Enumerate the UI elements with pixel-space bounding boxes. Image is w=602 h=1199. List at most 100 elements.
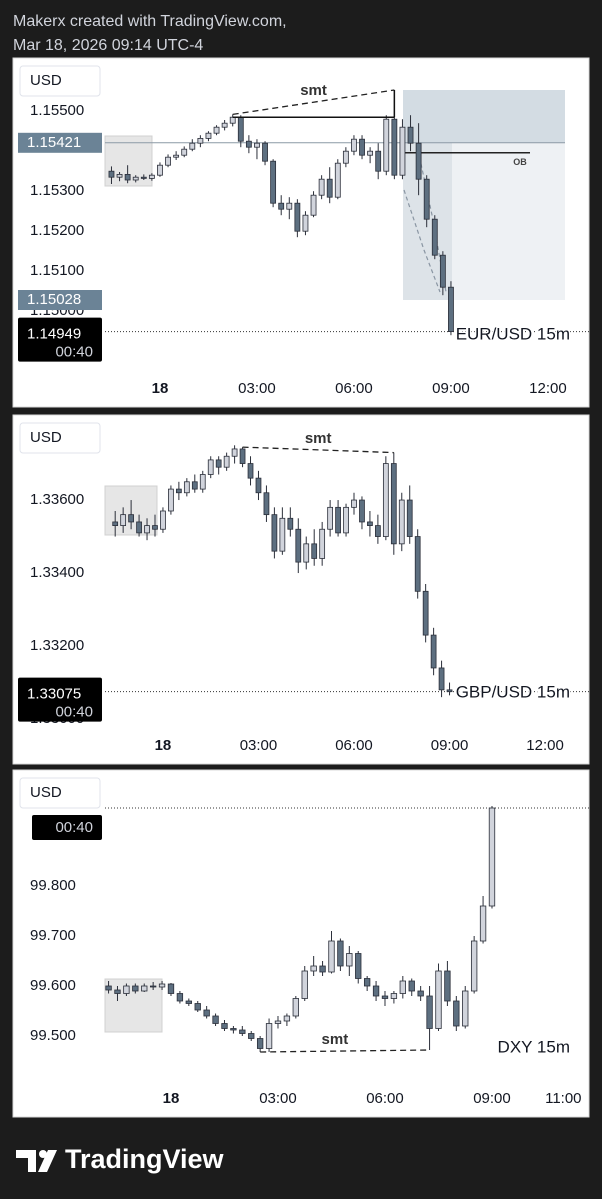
candle-body [407,126,414,144]
price-tag [18,132,102,153]
candle-body [342,150,349,164]
candle-body [263,492,270,516]
x-tick-label: 06:00 [366,1090,404,1107]
candle-body [158,983,166,988]
candle-body [120,514,127,526]
logo-mark [16,1150,36,1172]
candle-body [194,1003,201,1011]
candle-body [363,978,371,987]
candle-body [181,148,188,156]
candle-body [213,126,220,134]
candle-body [207,459,214,475]
last-price-box [32,815,102,840]
candle-body [271,514,278,552]
candle-body [327,506,333,530]
x-tick-label: 18 [155,737,172,754]
candle-body [295,528,302,563]
candle-body [231,448,238,457]
logo-mark [39,1150,47,1158]
smt-label: smt [322,1031,349,1048]
candle-body [435,970,442,1029]
candle-body [247,463,254,479]
candle-body [212,1015,219,1024]
candle-body [270,160,277,204]
logo [16,1150,57,1172]
smt-line [242,446,394,454]
candle-body [160,510,166,530]
x-tick-label: 18 [152,380,169,397]
candle-body [294,202,301,232]
candle-body [221,122,228,128]
candle-body [254,142,260,148]
currency-box [19,777,101,809]
candle-body [165,156,171,166]
currency-label: USD [30,72,62,89]
candle-body [105,985,112,991]
last-price-box [18,317,102,362]
currency-box [19,422,101,454]
candle-body [414,536,421,592]
candle-body [112,521,119,526]
countdown: 00:40 [55,344,93,361]
currency-label: USD [30,429,62,446]
candle-body [152,525,158,530]
candle-body [355,953,362,979]
candle-body [398,499,405,545]
x-tick-label: 12:00 [526,737,564,754]
currency-box [19,65,101,97]
candle-body [408,980,415,992]
x-tick-label: 06:00 [335,737,373,754]
candle-body [123,985,130,994]
candle-body [423,178,430,220]
candle-body [132,176,139,181]
candle-body [359,138,365,156]
candle-body [132,985,139,992]
candle-body [337,940,344,967]
candle-body [176,488,182,494]
candle-body [215,459,222,468]
y-tick-label: 1.33400 [30,564,84,581]
candle-body [326,178,333,198]
candle-body [185,1000,192,1004]
arrow [403,189,441,293]
y-tick-label: 99.700 [30,927,76,944]
last-price-label: 1.33075 [27,686,81,703]
candle-body [444,970,451,1002]
smt-line [260,1049,430,1053]
candle-body [310,965,317,972]
y-tick-label: 99.500 [30,1027,76,1044]
candle-body [248,1033,255,1039]
candle-body [148,174,155,179]
chart-title: DXY 15m [498,1037,570,1056]
candle-body [173,154,180,158]
candle-body [479,905,487,942]
x-tick-label: 18 [163,1090,180,1107]
x-tick-label: 06:00 [335,380,373,397]
price-tag-label: 1.15028 [27,291,81,308]
x-tick-label: 09:00 [432,380,470,397]
candle-body [375,150,382,172]
candle-body [367,521,373,526]
candle-body [136,521,142,534]
candle-body [176,993,184,1002]
y-tick-label: 1.33200 [30,637,84,654]
candle-body [335,506,341,534]
candle-body [319,528,326,559]
candle-body [372,985,380,997]
x-tick-label: 03:00 [238,380,276,397]
candle-body [239,448,246,464]
candle-body [237,116,244,142]
smt-label: smt [300,82,327,99]
candle-body [310,194,317,216]
candle-body [255,477,262,494]
candle-body [221,1023,228,1029]
zone-label: OB [513,157,527,167]
candle-body [287,517,294,530]
header-line: Makerx created with TradingView.com, [13,13,287,30]
countdown: 00:40 [55,704,93,721]
candle-body [422,590,429,636]
candle-body [230,1028,237,1031]
candle-body [144,525,150,534]
candle-body [286,202,293,210]
